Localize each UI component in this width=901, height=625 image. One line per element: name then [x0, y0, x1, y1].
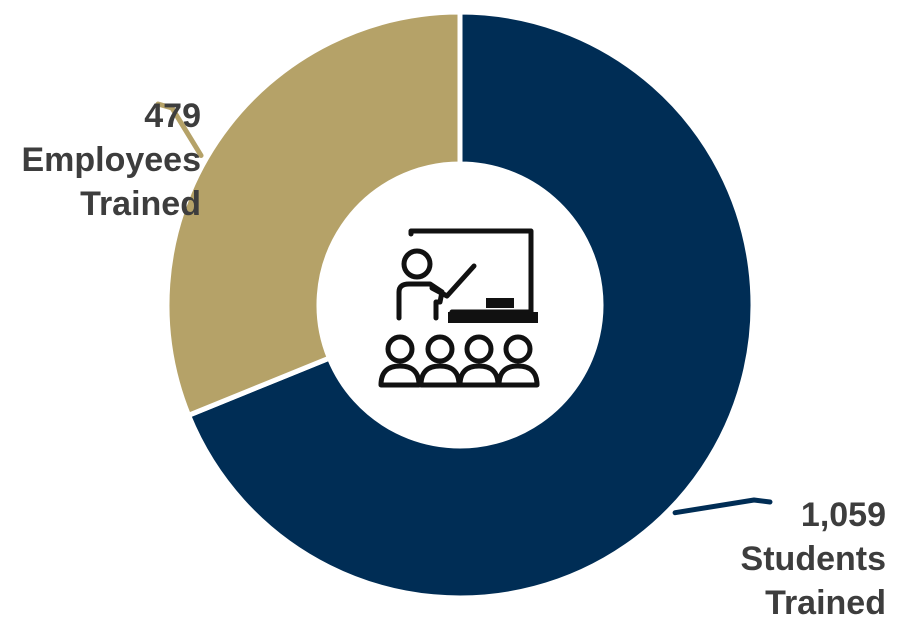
employees-leader-line [155, 101, 204, 158]
teacher-classroom-icon [378, 228, 540, 388]
employees-label-line1: Employees [21, 141, 201, 179]
employees-callout: 479 Employees Trained [21, 94, 201, 226]
employees-label-line2: Trained [80, 185, 201, 223]
students-label-line2: Trained [765, 584, 886, 622]
callout-leader-lines [155, 101, 773, 516]
employees-value-label: 479 [144, 97, 201, 135]
students-callout: 1,059 Students Trained [741, 493, 886, 625]
donut-slices [164, 9, 756, 601]
donut-slice-students [185, 9, 756, 601]
donut-slice-employees [164, 9, 463, 419]
students-label-line1: Students [740, 540, 886, 578]
students-value-label: 1,059 [800, 496, 886, 534]
students-leader-line [672, 497, 773, 516]
